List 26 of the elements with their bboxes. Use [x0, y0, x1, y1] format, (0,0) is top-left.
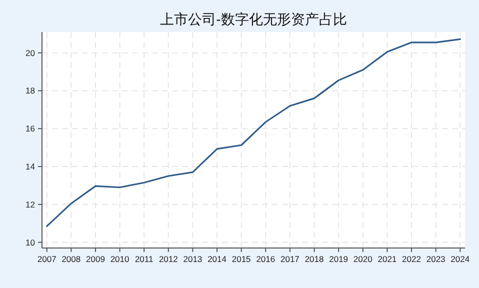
x-tick-label: 2017 [280, 254, 300, 264]
x-tick-label: 2013 [183, 254, 202, 264]
y-tick-label: 12 [26, 199, 36, 210]
line-series [46, 38, 461, 228]
x-tick-label: 2014 [208, 254, 227, 264]
x-tick-label: 2021 [378, 254, 397, 264]
y-tick-label: 10 [26, 237, 36, 248]
y-tick-label: 16 [26, 124, 36, 134]
x-tick-label: 2024 [450, 254, 470, 264]
x-tick-label: 2007 [37, 254, 57, 264]
x-tick-label: 2019 [329, 254, 348, 264]
chart-title: 上市公司-数字化无形资产占比 [160, 11, 347, 27]
x-tick-label: 2016 [256, 254, 276, 264]
x-tick-label: 2011 [134, 254, 154, 264]
y-tick-label: 20 [26, 48, 36, 58]
x-tick-label: 2009 [86, 254, 106, 264]
y-tick-label: 18 [26, 86, 36, 96]
x-tick-label: 2012 [158, 254, 178, 264]
x-tick-label: 2008 [62, 254, 81, 264]
x-tick-label: 2015 [232, 254, 252, 264]
x-tick-label: 2020 [353, 254, 373, 264]
x-tick-label: 2018 [304, 254, 324, 264]
y-tick-label: 14 [26, 162, 36, 172]
x-tick-label: 2010 [110, 254, 130, 264]
x-tick-label: 2023 [426, 254, 446, 264]
x-tick-label: 2022 [402, 254, 422, 264]
